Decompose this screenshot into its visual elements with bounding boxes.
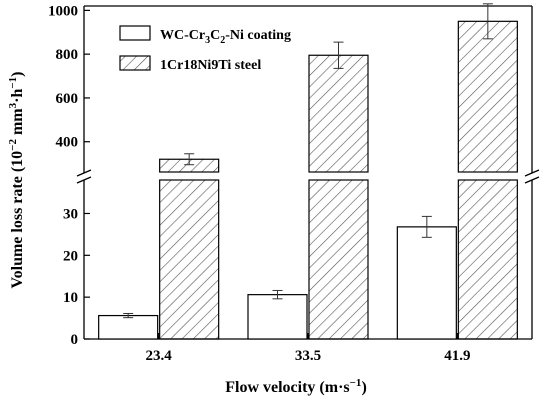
y-tick-label: 0 [71,332,79,348]
legend: WC-Cr3C2-Ni coating 1Cr18Ni9Ti steel [119,25,291,73]
x-axis-title-main: Flow velocity (m·s [225,379,349,396]
legend-label-series-2: 1Cr18Ni9Ti steel [160,58,261,73]
bar-series-2-upper [457,20,518,173]
legend-label-part: 3 [205,35,210,46]
legend-swatch-series-1 [119,25,151,41]
y-tick-label: 400 [56,135,79,151]
bar-series-2-lower [308,179,369,340]
legend-label-part: -Ni coating [225,28,291,43]
axis-break-mark-right-bottom [524,176,540,184]
y-tick-label: 800 [56,47,79,63]
bar-series-1 [396,226,457,340]
legend-label-part: 1Cr18Ni9Ti steel [160,58,261,73]
x-tick-label: 33.5 [295,348,321,364]
plot-area: 0 10 20 30 400 600 800 1000 23.4 33.5 41.9 [48,3,540,364]
y-axis-title-close: ) [9,72,26,77]
y-axis-title-main: Volume loss rate (10 [9,151,26,289]
axis-break-mark-left-top [76,169,92,177]
x-tick-label: 23.4 [146,348,173,364]
x-axis-title: Flow velocity (m·s−1) [225,377,367,396]
y-axis-title-mid1: mm [9,108,26,139]
bar-series-1 [98,314,159,340]
y-tick-label: 20 [63,248,78,264]
y-axis-title-sup1: −2 [7,139,19,151]
y-axis-title-sup2: 3 [7,102,19,108]
y-tick-label: 30 [63,206,78,222]
legend-label-part: C [210,28,220,43]
legend-label-series-1: WC-Cr3C2-Ni coating [160,28,291,46]
y-axis-title: Volume loss rate (10−2 mm3·h−1) [7,72,26,289]
y-axis-title-mid2: ·h [9,89,26,103]
x-axis-title-close: ) [361,379,366,396]
y-axis-title-sup3: −1 [7,77,19,89]
y-tick-label: 10 [63,290,78,306]
bar-series-1 [247,294,308,340]
y-tick-label: 600 [56,91,79,107]
legend-label-part: 2 [220,35,225,46]
bar-series-2-upper [308,54,369,173]
axis-break-mark-right-top [524,169,540,177]
axis-break-mark-left-bottom [76,176,92,184]
y-tick-label: 1000 [48,3,78,19]
x-tick-label: 41.9 [444,348,470,364]
legend-label-part: WC-Cr [160,28,205,43]
bar-series-2-lower [457,179,518,340]
x-axis-title-sup: −1 [350,377,362,389]
legend-swatch-series-2 [119,55,151,71]
bar-series-2-lower [159,179,220,340]
